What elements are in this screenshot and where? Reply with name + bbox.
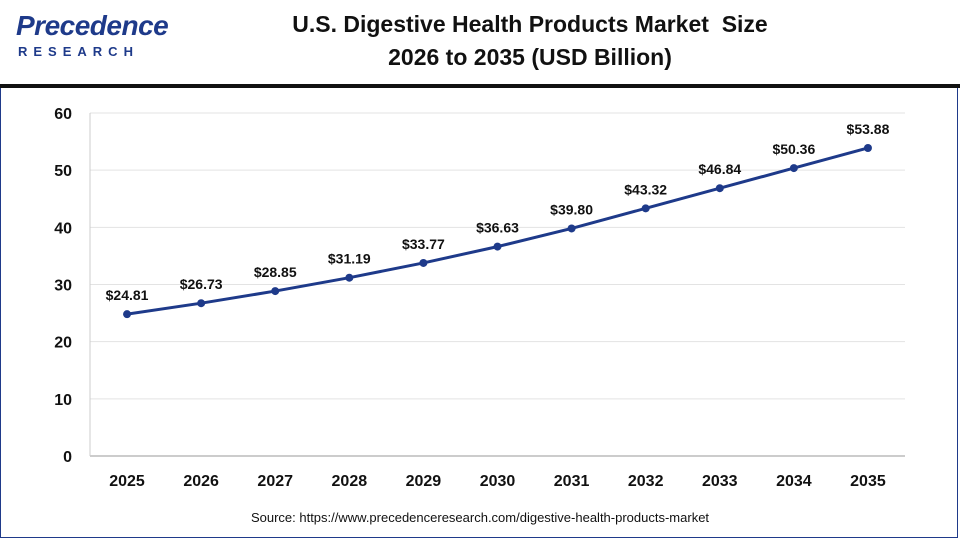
x-tick-label: 2034 <box>776 473 812 490</box>
data-label: $43.32 <box>624 181 667 197</box>
data-point <box>123 310 132 319</box>
data-point <box>641 204 650 213</box>
brand-subtitle: RESEARCH <box>18 44 139 59</box>
data-label: $53.88 <box>847 121 890 137</box>
y-tick-label: 50 <box>54 163 72 180</box>
brand-logo: Precedence RESEARCH <box>16 10 169 70</box>
x-tick-label: 2029 <box>406 473 442 490</box>
data-point <box>345 273 354 282</box>
x-tick-label: 2030 <box>480 473 516 490</box>
data-point <box>493 242 502 251</box>
x-tick-label: 2025 <box>109 473 145 490</box>
data-point <box>789 164 798 173</box>
data-point <box>197 299 206 308</box>
x-tick-label: 2033 <box>702 473 738 490</box>
data-label: $39.80 <box>550 201 593 217</box>
y-tick-label: 60 <box>54 106 72 123</box>
header-divider <box>0 84 960 88</box>
data-label: $50.36 <box>772 141 815 157</box>
x-tick-label: 2032 <box>628 473 664 490</box>
chart-title: U.S. Digestive Health Products Market Si… <box>250 8 810 74</box>
data-label: $46.84 <box>698 161 741 177</box>
data-label: $36.63 <box>476 220 519 236</box>
x-tick-label: 2035 <box>850 473 886 490</box>
x-tick-label: 2028 <box>332 473 368 490</box>
brand-name: Precedence <box>16 10 169 41</box>
x-tick-label: 2027 <box>257 473 293 490</box>
data-label: $31.19 <box>328 251 371 267</box>
source-note: Source: https://www.precedenceresearch.c… <box>250 510 710 525</box>
data-point <box>863 143 872 152</box>
x-tick-label: 2031 <box>554 473 590 490</box>
data-label: $26.73 <box>180 276 223 292</box>
y-tick-label: 30 <box>54 278 72 295</box>
x-tick-label: 2026 <box>183 473 219 490</box>
data-label: $33.77 <box>402 236 445 252</box>
data-point <box>271 287 280 296</box>
y-tick-label: 40 <box>54 220 72 237</box>
y-tick-label: 10 <box>54 392 72 409</box>
data-point <box>715 184 724 193</box>
data-point <box>419 258 428 267</box>
y-tick-label: 0 <box>63 449 72 466</box>
header: Precedence RESEARCH U.S. Digestive Healt… <box>0 0 960 84</box>
chart-title-line-1: U.S. Digestive Health Products Market Si… <box>292 11 768 37</box>
data-label: $24.81 <box>106 287 149 303</box>
y-tick-label: 20 <box>54 335 72 352</box>
data-point <box>567 224 576 233</box>
chart-title-line-2: 2026 to 2035 (USD Billion) <box>388 44 672 70</box>
data-label: $28.85 <box>254 264 297 280</box>
